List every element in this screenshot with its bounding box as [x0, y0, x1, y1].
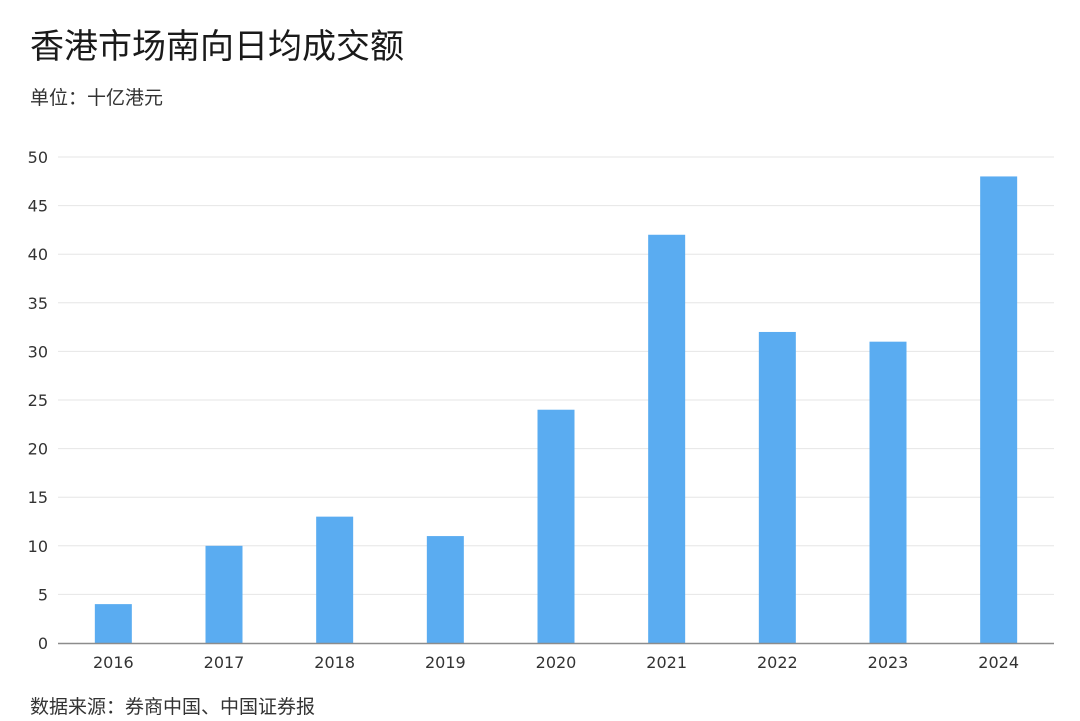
y-tick-label: 50 [28, 148, 48, 167]
bars [94, 176, 1018, 643]
bar-2024 [980, 176, 1018, 643]
y-tick-label: 10 [28, 537, 48, 556]
bar-2018 [316, 516, 354, 643]
x-tick-label: 2021 [646, 653, 687, 672]
y-tick-label: 25 [28, 391, 48, 410]
x-tick-label: 2016 [93, 653, 134, 672]
bar-2019 [426, 536, 464, 643]
bar-2017 [205, 545, 243, 643]
y-axis-ticks: 0 5 10 15 20 25 30 35 40 45 50 [28, 148, 48, 653]
chart-title: 香港市场南向日均成交额 [30, 27, 404, 67]
x-tick-label: 2022 [757, 653, 798, 672]
y-tick-label: 20 [28, 440, 48, 459]
y-tick-label: 5 [38, 585, 48, 604]
y-tick-label: 30 [28, 342, 48, 361]
x-tick-label: 2024 [978, 653, 1019, 672]
bar-2022 [758, 331, 796, 643]
source-note: 数据来源：券商中国、中国证券报 [30, 696, 316, 718]
bar-2016 [94, 604, 132, 643]
x-tick-label: 2017 [204, 653, 245, 672]
bar-2021 [648, 234, 686, 643]
bar-2020 [537, 409, 575, 643]
bar-2023 [869, 341, 907, 643]
x-tick-label: 2023 [868, 653, 909, 672]
y-tick-label: 15 [28, 488, 48, 507]
y-tick-label: 40 [28, 245, 48, 264]
x-tick-label: 2020 [536, 653, 577, 672]
x-tick-label: 2018 [314, 653, 355, 672]
unit-label: 单位：十亿港元 [30, 87, 164, 109]
x-tick-label: 2019 [425, 653, 466, 672]
y-tick-label: 0 [38, 634, 48, 653]
y-tick-label: 45 [28, 197, 48, 216]
y-tick-label: 35 [28, 294, 48, 313]
x-axis-ticks: 2016 2017 2018 2019 2020 2021 2022 2023 2024 [93, 653, 1019, 672]
